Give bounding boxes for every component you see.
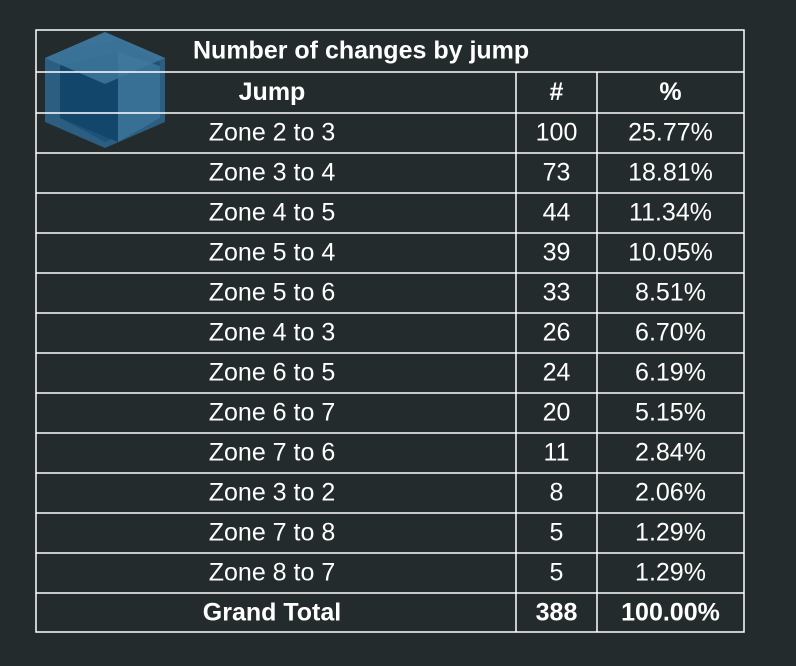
header-cell: # [550,78,564,106]
cell: 33 [543,279,571,307]
header-cell: % [659,78,681,106]
cell: 73 [543,159,571,187]
cell: 11.34% [629,199,712,227]
total-cell: 100.00% [621,599,720,627]
header-cell: Jump [239,78,306,106]
cell: Zone 5 to 6 [209,279,335,307]
total-cell: Grand Total [203,599,341,627]
cell: Zone 5 to 4 [209,239,336,267]
cell: 39 [543,239,571,267]
cell: 6.19% [635,359,706,387]
cell: 5 [550,559,564,587]
cell: Zone 3 to 4 [209,159,336,187]
cell: Zone 7 to 8 [209,519,335,547]
table-border [35,29,745,633]
cell: 1.29% [635,559,706,587]
cell: Zone 7 to 6 [209,439,335,467]
cell: 6.70% [635,319,706,347]
cell: 1.29% [635,519,706,547]
cell: 11 [544,439,570,467]
cell: 5.15% [635,399,706,427]
cell: Zone 4 to 5 [209,199,335,227]
cell: 2.06% [635,479,706,507]
cell: 100 [536,119,578,147]
cell: 5 [550,519,564,547]
cell: 18.81% [628,159,713,187]
cell: Zone 6 to 5 [209,359,335,387]
table-title: Number of changes by jump [193,37,529,65]
total-cell: 388 [536,599,578,627]
cell: Zone 8 to 7 [209,559,335,587]
cell: Zone 3 to 2 [209,479,335,507]
cell: 44 [543,199,571,227]
cell: 20 [543,399,571,427]
cell: Zone 4 to 3 [209,319,335,347]
cell: 8 [550,479,564,507]
cell: 26 [543,319,571,347]
cell: 2.84% [635,439,706,467]
cell: Zone 2 to 3 [209,119,335,147]
logo [45,32,165,148]
cell: 10.05% [628,239,713,267]
cell: 25.77% [628,119,713,147]
cell: 8.51% [635,279,706,307]
cell: Zone 6 to 7 [209,399,335,427]
cell: 24 [543,359,571,387]
